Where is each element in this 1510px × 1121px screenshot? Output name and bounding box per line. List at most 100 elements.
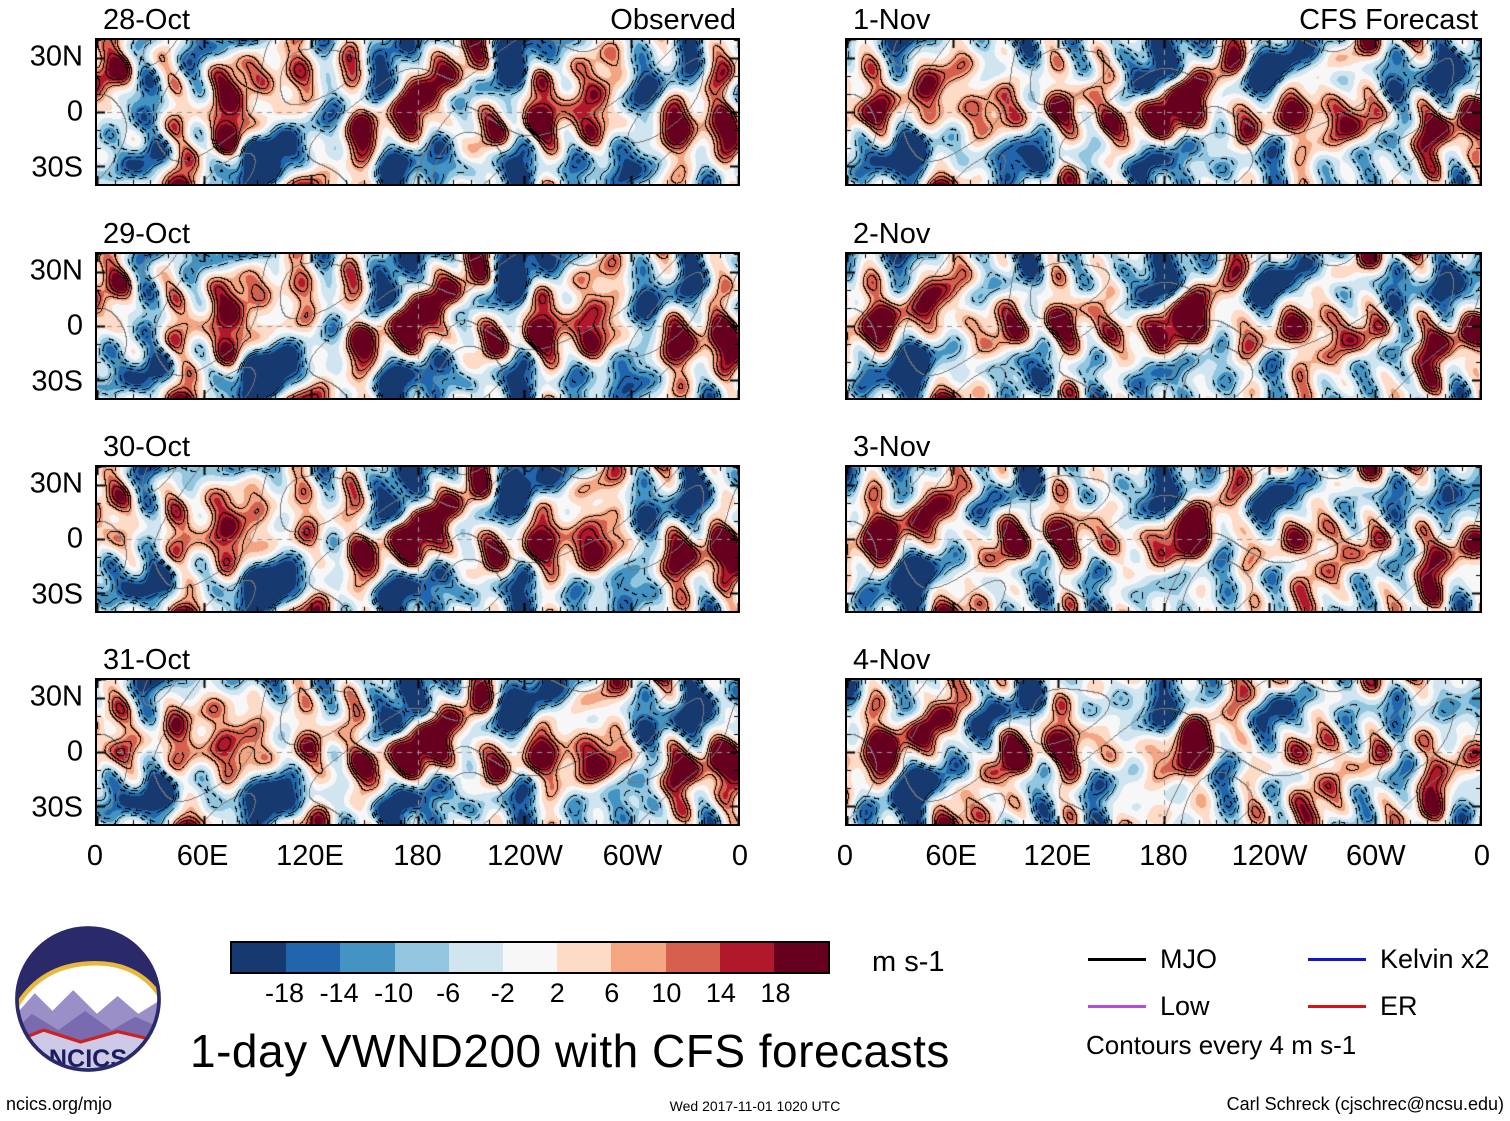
colorbar-tick-label: -14 (319, 978, 359, 1008)
legend-label-mjo: MJO (1160, 944, 1217, 974)
x-axis-label: 120E (276, 840, 344, 872)
logo-red-line (16, 1028, 160, 1044)
legend-label-kelvin: Kelvin x2 (1380, 944, 1490, 974)
y-axis-label: 0 (66, 95, 83, 128)
panel-map-canvas (847, 40, 1480, 184)
ncics-logo: NCICS (15, 926, 161, 1072)
legend-item-mjo: MJO (1088, 944, 1308, 975)
panel-map-canvas (97, 467, 738, 611)
colorbar-tick-label: -18 (265, 978, 305, 1008)
x-axis-label: 0 (86, 840, 104, 872)
colorbar-tick-label: -10 (374, 978, 414, 1008)
logo-sun-arc (16, 961, 160, 1012)
y-axis-label: 30N (29, 467, 83, 499)
column-header: Observed (610, 4, 736, 36)
x-axis-label: 0 (836, 840, 854, 872)
footer-url: ncics.org/mjo (6, 1094, 113, 1114)
x-axis-label: 0 (1473, 840, 1491, 872)
legend-item-er: ER (1308, 991, 1510, 1022)
colorbar-segment (502, 943, 558, 972)
map-panel (95, 465, 740, 613)
y-axis-label: 30N (29, 254, 83, 286)
map-panel (95, 38, 740, 186)
panel-date-label: 30-Oct (103, 431, 191, 463)
colorbar-tick-label: 2 (549, 978, 565, 1008)
panel-date-label: 31-Oct (103, 644, 191, 676)
panel-date-label: 29-Oct (103, 218, 191, 250)
panel-date-label: 2-Nov (853, 218, 931, 250)
colorbar-segment (448, 943, 503, 972)
x-axis-label: 120E (1023, 840, 1092, 872)
colorbar-segment (773, 943, 829, 972)
footer-credit: Carl Schreck (cjschrec@ncsu.edu) (1226, 1094, 1504, 1114)
legend-label-er: ER (1380, 991, 1418, 1021)
x-axis-label: 60E (176, 840, 229, 872)
y-axis-label: 0 (66, 309, 83, 342)
map-panel (845, 38, 1482, 186)
contour-interval-note: Contours every 4 m s-1 (1086, 1030, 1357, 1060)
panel-map-canvas (847, 254, 1480, 398)
colorbar-segment (232, 943, 287, 972)
legend-item-low: Low (1088, 991, 1308, 1022)
colorbar-units-label: m s-1 (872, 946, 945, 978)
panel-date-label: 28-Oct (103, 4, 191, 36)
map-panel (845, 465, 1482, 613)
y-axis-label: 0 (66, 522, 83, 555)
x-axis-label: 0 (731, 840, 749, 872)
legend-label-low: Low (1160, 991, 1210, 1021)
y-axis-label: 30N (29, 40, 83, 72)
panel-map-canvas (847, 467, 1480, 611)
y-axis-label: 30N (29, 680, 83, 712)
colorbar: -18 -14 -10 -6 -2 2 6 10 14 18 (230, 941, 830, 1008)
footer-timestamp: Wed 2017-11-01 1020 UTC (669, 1098, 841, 1114)
map-panel (845, 252, 1482, 400)
colorbar-segment (286, 943, 341, 972)
figure-title: 1-day VWND200 with CFS forecasts (190, 1025, 950, 1077)
low-line-swatch (1088, 1005, 1146, 1008)
x-axis-label: 180 (1139, 840, 1188, 872)
er-line-swatch (1308, 1005, 1366, 1008)
mjo-line-swatch (1088, 958, 1146, 961)
panel-map-canvas (97, 680, 738, 824)
colorbar-segment (611, 943, 666, 972)
x-axis-label: 60E (925, 840, 977, 872)
legend: MJO Kelvin x2 Low ER (1088, 944, 1510, 1022)
y-axis-label: 30S (31, 151, 83, 183)
y-axis-label: 0 (66, 735, 83, 768)
x-axis-label: 120W (487, 840, 563, 872)
y-axis-label: 30S (31, 365, 83, 397)
logo-ring (15, 926, 161, 1072)
kelvin-line-swatch (1308, 958, 1366, 961)
colorbar-tick-labels: -18 -14 -10 -6 -2 2 6 10 14 18 (230, 974, 830, 1008)
colorbar-tick-label: 10 (651, 978, 682, 1008)
x-axis-label: 60W (602, 840, 663, 872)
panel-map-canvas (97, 40, 738, 184)
panel-date-label: 3-Nov (853, 431, 931, 463)
x-axis-label: 180 (393, 840, 442, 872)
panel-map-canvas (97, 254, 738, 398)
colorbar-gradient (230, 941, 830, 974)
panel-map-canvas (847, 680, 1480, 824)
panel-date-label: 4-Nov (853, 644, 931, 676)
y-axis-label: 30S (31, 791, 83, 823)
colorbar-tick-label: 6 (604, 978, 620, 1008)
colorbar-segment (394, 943, 449, 972)
map-panel (845, 678, 1482, 826)
logo-sky (16, 927, 160, 1011)
column-header: CFS Forecast (1299, 4, 1478, 36)
x-axis-label: 120W (1231, 840, 1308, 872)
colorbar-segment (719, 943, 774, 972)
x-axis-label: 60W (1346, 840, 1406, 872)
colorbar-tick-label: 14 (705, 978, 736, 1008)
map-panel (95, 252, 740, 400)
colorbar-segment (557, 943, 612, 972)
colorbar-tick-label: 18 (760, 978, 791, 1008)
colorbar-segment (340, 943, 395, 972)
map-panel (95, 678, 740, 826)
y-axis-label: 30S (31, 578, 83, 610)
panel-date-label: 1-Nov (853, 4, 931, 36)
legend-item-kelvin: Kelvin x2 (1308, 944, 1510, 975)
colorbar-tick-label: -6 (436, 978, 461, 1008)
colorbar-tick-label: -2 (490, 978, 515, 1008)
